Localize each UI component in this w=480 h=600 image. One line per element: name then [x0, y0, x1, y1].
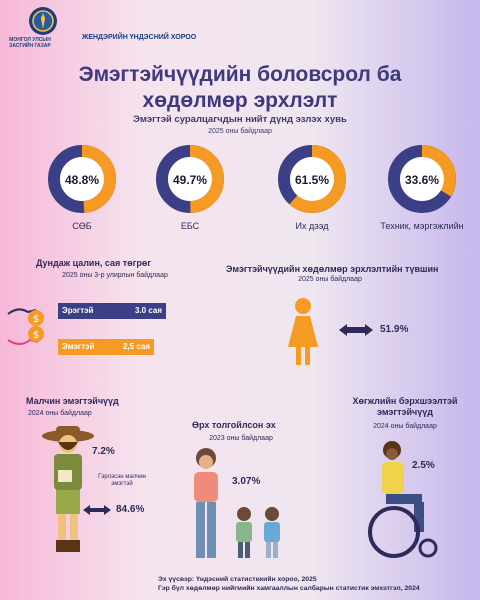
married-herders-value: 84.6% — [116, 504, 145, 515]
donut-value: 49.7% — [172, 173, 208, 187]
donut-chart — [48, 145, 116, 213]
female-wage-value: 2,5 сая — [122, 342, 150, 351]
money-hands-icon: $ $ — [7, 308, 44, 345]
donut-technical: 33.6% Техник, мэргэжлийн — [380, 144, 464, 231]
svg-text:$: $ — [33, 314, 39, 325]
female-wage-bar: Эмэгтэй 2,5 сая — [58, 339, 154, 355]
single-mothers-title: Өрх толгойлсон эх — [192, 420, 276, 430]
donut-ebs: 49.7% ЕБС — [150, 144, 230, 231]
donut-label: СӨБ — [72, 221, 92, 231]
employment-year: 2025 оны байдлаар — [298, 276, 362, 283]
male-wage-bar: Эрэгтэй 3.0 сая — [58, 303, 166, 319]
double-arrow-icon — [83, 505, 111, 515]
donut-label: Их дээд — [295, 221, 329, 231]
donut-sob: 48.8% СӨБ — [42, 144, 122, 231]
donut-chart — [278, 145, 346, 213]
wage-title: Дундаж цалин, сая төгрөг — [36, 258, 152, 268]
double-arrow-icon — [339, 324, 373, 336]
donut-chart — [388, 145, 456, 213]
herders-title: Малчин эмэгтэйчүүд — [26, 396, 119, 406]
male-wage-value: 3.0 сая — [134, 306, 162, 315]
svg-text:$: $ — [33, 330, 39, 341]
woman-figure-icon — [288, 298, 318, 365]
single-mothers-value: 3.07% — [232, 476, 261, 487]
donut-label: ЕБС — [180, 221, 200, 231]
mother-children-icon — [194, 448, 280, 558]
logo-committee-text: ЖЕНДЭРИЙН ҮНДЭСНИЙ ХОРОО — [82, 34, 197, 41]
donut-chart — [156, 145, 224, 213]
herder-woman-icon — [42, 426, 94, 552]
state-emblem-icon — [29, 7, 57, 35]
education-title: Эмэгтэй суралцагчдын нийт дүнд эзлэх хув… — [133, 114, 347, 125]
source-footer: Эх үүсвэр: Үндэсний статистикийн хороо, … — [158, 575, 478, 593]
disability-value: 2.5% — [412, 460, 435, 471]
donut-value: 33.6% — [404, 173, 440, 187]
wage-year: 2025 оны 3-р улирлын байдлаар — [62, 272, 168, 279]
female-wage-label: Эмэгтэй — [62, 342, 95, 351]
donut-value: 48.8% — [64, 173, 100, 187]
logo: МОНГОЛ УЛСЫН ЗАСГИЙН ГАЗАР ЖЕНДЭРИЙН ҮНД… — [6, 6, 196, 50]
donut-higher: 61.5% Их дээд — [272, 144, 352, 231]
herders-year: 2024 оны байдлаар — [28, 410, 92, 417]
source-line-2: Гэр бүл хөдөлмөр нийгмийн хамгааллын сал… — [158, 585, 420, 592]
donut-value: 61.5% — [294, 173, 330, 187]
education-year: 2025 оны байдлаар — [208, 128, 272, 135]
source-line-1: Эх үүсвэр: Үндэсний статистикийн хороо, … — [158, 576, 317, 583]
male-wage-label: Эрэгтэй — [62, 306, 94, 315]
single-mothers-year: 2023 оны байдлаар — [209, 435, 273, 442]
wheelchair-woman-icon — [368, 441, 438, 558]
disability-title: Хөгжлийн бэрхшээлтэй эмэгтэйчүүд — [352, 396, 458, 417]
page-title: Эмэгтэйчүүдийн боловсрол ба хөдөлмөр эрх… — [78, 63, 402, 112]
employment-value: 51.9% — [380, 324, 409, 335]
married-herders-note: Гэрлэсэн малчин эмэгтэй — [98, 474, 146, 487]
logo-org-text: МОНГОЛ УЛСЫН ЗАСГИЙН ГАЗАР — [9, 37, 51, 49]
donut-label: Техник, мэргэжлийн — [380, 221, 464, 231]
disability-year: 2024 оны байдлаар — [373, 423, 437, 430]
herders-value: 7.2% — [92, 446, 115, 457]
employment-title: Эмэгтэйчүүдийн хөдөлмөр эрхлэлтийн түвши… — [226, 264, 439, 274]
